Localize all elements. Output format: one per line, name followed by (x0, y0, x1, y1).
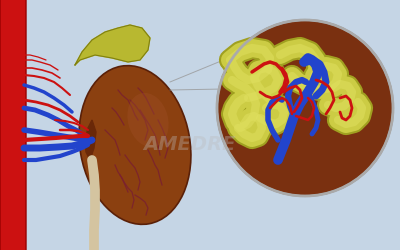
FancyBboxPatch shape (0, 0, 26, 250)
Ellipse shape (79, 66, 191, 224)
Text: AMEDRE: AMEDRE (144, 136, 236, 154)
Ellipse shape (128, 93, 168, 147)
Polygon shape (75, 25, 150, 65)
Polygon shape (85, 120, 96, 160)
Circle shape (217, 20, 393, 196)
